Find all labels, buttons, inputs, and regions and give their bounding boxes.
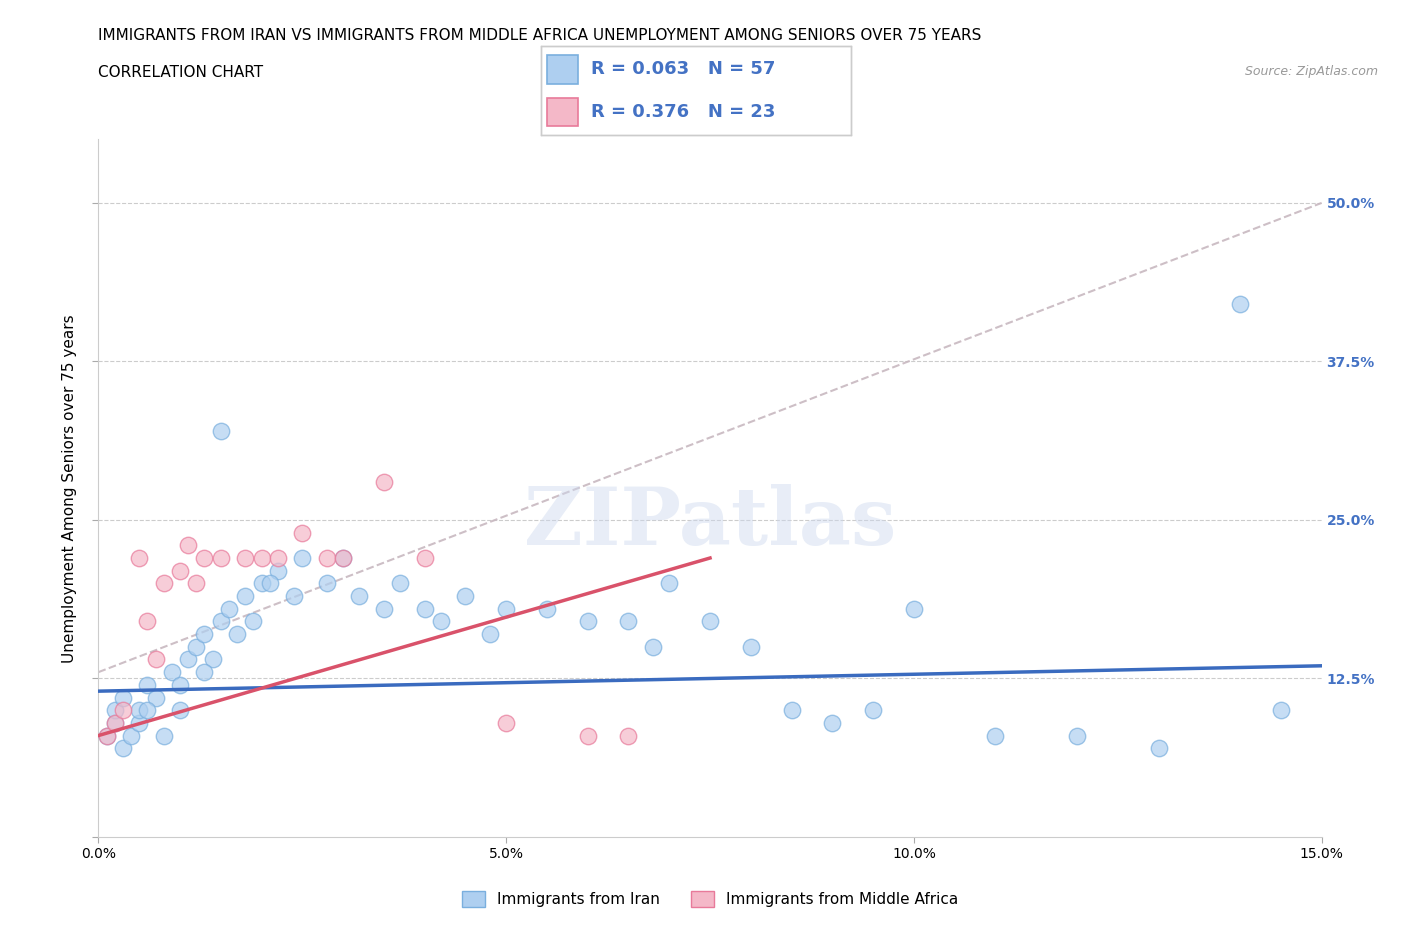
Point	[111, 741, 134, 756]
Point	[1147, 741, 1170, 756]
Point	[291, 551, 314, 565]
Point	[413, 551, 436, 565]
Point	[1066, 728, 1088, 743]
Text: R = 0.063   N = 57: R = 0.063 N = 57	[591, 60, 775, 78]
Point	[315, 551, 337, 565]
Point	[136, 703, 159, 718]
Point	[373, 474, 395, 489]
Point	[250, 576, 273, 591]
Point	[413, 602, 436, 617]
Point	[169, 703, 191, 718]
Legend: Immigrants from Iran, Immigrants from Middle Africa: Immigrants from Iran, Immigrants from Mi…	[456, 884, 965, 913]
Point	[332, 551, 354, 565]
Point	[136, 677, 159, 692]
Point	[267, 564, 290, 578]
Point	[128, 715, 150, 730]
FancyBboxPatch shape	[547, 56, 578, 84]
Point	[259, 576, 281, 591]
Point	[209, 551, 232, 565]
FancyBboxPatch shape	[547, 98, 578, 126]
Point	[903, 602, 925, 617]
Point	[373, 602, 395, 617]
Point	[332, 551, 354, 565]
Point	[291, 525, 314, 540]
Point	[186, 639, 208, 654]
Point	[111, 690, 134, 705]
Point	[152, 576, 174, 591]
Text: ZIPatlas: ZIPatlas	[524, 485, 896, 562]
Point	[201, 652, 224, 667]
Point	[128, 703, 150, 718]
Point	[536, 602, 558, 617]
Point	[96, 728, 118, 743]
Point	[128, 551, 150, 565]
Point	[699, 614, 721, 629]
Point	[495, 715, 517, 730]
Point	[389, 576, 412, 591]
Point	[136, 614, 159, 629]
Point	[576, 614, 599, 629]
Point	[617, 728, 640, 743]
Point	[242, 614, 264, 629]
Text: Source: ZipAtlas.com: Source: ZipAtlas.com	[1244, 65, 1378, 78]
Point	[430, 614, 453, 629]
Point	[283, 589, 305, 604]
Point	[111, 703, 134, 718]
Point	[169, 677, 191, 692]
Point	[454, 589, 477, 604]
Text: IMMIGRANTS FROM IRAN VS IMMIGRANTS FROM MIDDLE AFRICA UNEMPLOYMENT AMONG SENIORS: IMMIGRANTS FROM IRAN VS IMMIGRANTS FROM …	[98, 28, 981, 43]
Point	[495, 602, 517, 617]
Point	[96, 728, 118, 743]
Y-axis label: Unemployment Among Seniors over 75 years: Unemployment Among Seniors over 75 years	[62, 314, 77, 662]
Point	[233, 551, 256, 565]
Point	[315, 576, 337, 591]
Text: CORRELATION CHART: CORRELATION CHART	[98, 65, 263, 80]
Point	[1270, 703, 1292, 718]
Point	[193, 627, 215, 642]
Point	[169, 564, 191, 578]
Point	[576, 728, 599, 743]
Point	[862, 703, 884, 718]
Point	[104, 715, 127, 730]
Point	[218, 602, 240, 617]
Point	[740, 639, 762, 654]
Point	[780, 703, 803, 718]
Point	[658, 576, 681, 591]
Point	[209, 424, 232, 439]
Point	[1229, 297, 1251, 312]
Point	[641, 639, 664, 654]
Point	[193, 551, 215, 565]
Point	[233, 589, 256, 604]
Point	[152, 728, 174, 743]
Point	[120, 728, 142, 743]
Point	[177, 652, 200, 667]
Point	[160, 665, 183, 680]
Point	[193, 665, 215, 680]
Point	[186, 576, 208, 591]
Point	[984, 728, 1007, 743]
Point	[145, 652, 167, 667]
Point	[250, 551, 273, 565]
Point	[226, 627, 249, 642]
Point	[209, 614, 232, 629]
Point	[478, 627, 501, 642]
Point	[104, 715, 127, 730]
Text: R = 0.376   N = 23: R = 0.376 N = 23	[591, 103, 775, 121]
Point	[177, 538, 200, 552]
Point	[104, 703, 127, 718]
Point	[145, 690, 167, 705]
Point	[267, 551, 290, 565]
Point	[349, 589, 371, 604]
Point	[617, 614, 640, 629]
Point	[821, 715, 844, 730]
